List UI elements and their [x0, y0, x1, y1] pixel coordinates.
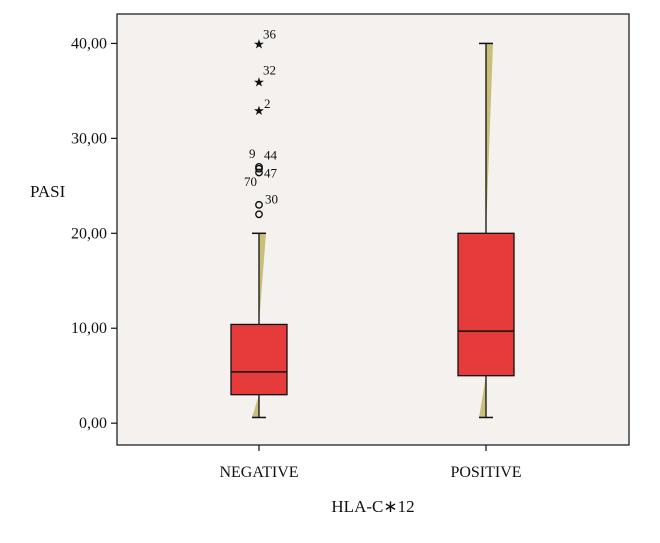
- box: [457, 232, 515, 377]
- outlier-star: ★: [253, 74, 265, 89]
- y-tick-label: 40,00: [71, 35, 107, 52]
- plot-area: [116, 13, 630, 446]
- box-group: [457, 42, 515, 419]
- boxes: ★ ★ ★ 70 30 9 44 47 2 32 36: [230, 26, 515, 419]
- outlier-circle: [255, 164, 263, 173]
- outlier-circle: [255, 200, 263, 209]
- upper-whisker-shade: [259, 233, 266, 325]
- outlier-label: 32: [263, 62, 276, 77]
- box: [230, 323, 288, 396]
- outlier-label: 2: [264, 96, 271, 111]
- outlier-circle: [255, 210, 263, 219]
- lower-whisker-shade: [252, 394, 259, 418]
- outlier-label: 9: [249, 146, 256, 161]
- y-axis-title: PASI: [30, 182, 66, 201]
- x-tick-label: NEGATIVE: [219, 464, 298, 481]
- box-group: ★ ★ ★: [230, 36, 288, 419]
- outlier-label: 70: [244, 174, 257, 189]
- y-tick-label: 0,00: [79, 415, 107, 432]
- outlier-label: 44: [264, 148, 278, 163]
- x-axis: NEGATIVE POSITIVE: [219, 445, 522, 481]
- outlier-label: 30: [265, 191, 278, 206]
- x-tick-label: POSITIVE: [450, 464, 521, 481]
- lower-whisker-shade: [479, 375, 486, 418]
- y-axis: 0,00 10,00 20,00 30,00 40,00: [71, 35, 117, 432]
- outlier-label: 47: [264, 166, 278, 181]
- y-tick-label: 10,00: [71, 320, 107, 337]
- y-tick-label: 30,00: [71, 130, 107, 147]
- outlier-star: ★: [253, 36, 265, 51]
- outlier-circle: [255, 168, 263, 177]
- x-axis-title: HLA-C∗12: [331, 497, 414, 516]
- upper-whisker-shade: [486, 43, 493, 234]
- outlier-label: 36: [263, 26, 277, 41]
- y-tick-label: 20,00: [71, 225, 107, 242]
- outlier-star: ★: [253, 103, 265, 118]
